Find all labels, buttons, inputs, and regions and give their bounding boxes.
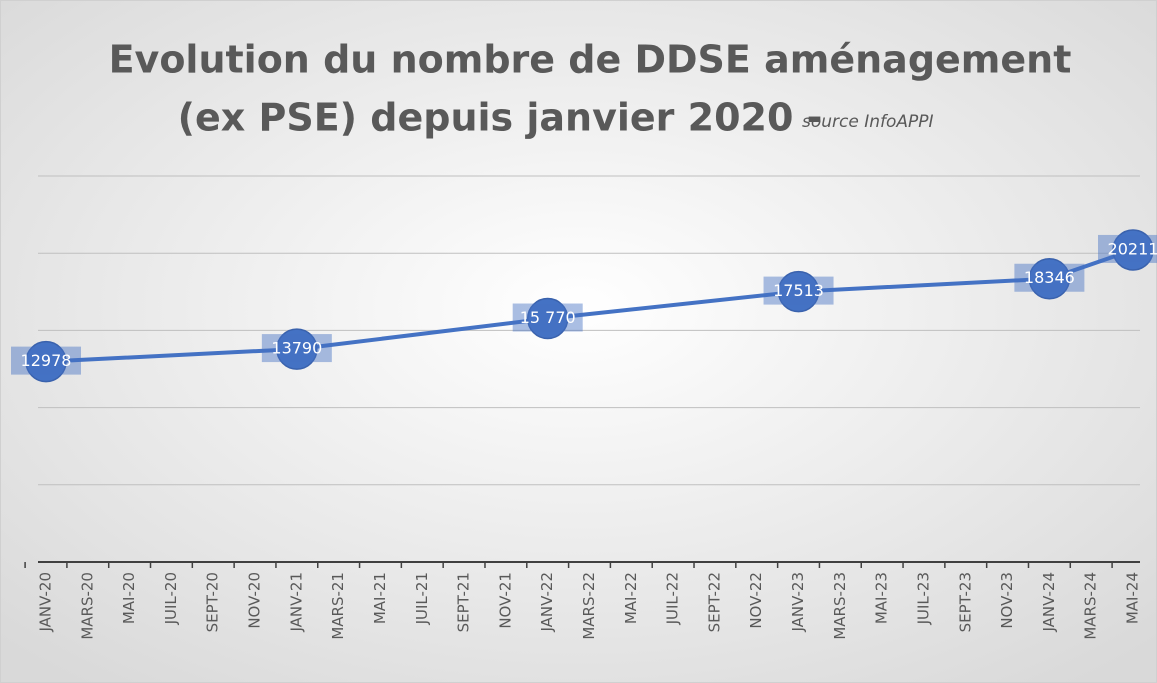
x-tick-label: MAI-22 [622, 572, 640, 624]
marker [1028, 257, 1071, 300]
chart-subtitle: source InfoAPPI [802, 112, 934, 132]
data-label-box [1014, 263, 1085, 292]
x-tick-label: NOV-23 [998, 572, 1016, 629]
data-label: 18346 [1024, 268, 1075, 287]
marker [1112, 229, 1154, 271]
x-tick-label: JUIL-23 [914, 572, 932, 625]
x-tick-label: MAI-24 [1124, 572, 1142, 624]
x-tick-label: JANV-22 [538, 572, 556, 633]
x-tick-label: JANV-20 [37, 572, 55, 633]
marker [526, 297, 569, 340]
x-tick-label: JANV-24 [1040, 572, 1058, 633]
x-tick-label: JANV-23 [789, 572, 807, 633]
marker [25, 340, 67, 383]
data-label: 13790 [271, 339, 322, 358]
data-label-box [512, 303, 583, 332]
x-tick-label: MARS-24 [1082, 572, 1100, 640]
x-tick-label: MAI-21 [371, 572, 389, 624]
data-label-box [763, 276, 834, 305]
x-tick-label: JUIL-22 [664, 572, 682, 625]
data-label: 12978 [21, 351, 72, 370]
data-label: 17513 [773, 281, 824, 300]
x-tick-label: NOV-20 [246, 572, 264, 629]
x-tick-label: MARS-23 [831, 572, 849, 640]
x-tick-label: SEPT-23 [956, 572, 974, 632]
chart-title: (ex PSE) depuis janvier 2020 - [178, 96, 823, 140]
x-tick-label: JUIL-21 [413, 572, 431, 625]
x-tick-label: SEPT-20 [204, 572, 222, 632]
x-tick-label: NOV-22 [747, 572, 765, 629]
x-tick-label: NOV-21 [496, 572, 514, 629]
x-tick-label: SEPT-21 [455, 572, 473, 632]
x-tick-label: MAI-23 [873, 572, 891, 624]
data-label: 20211 [1108, 239, 1157, 258]
data-label-box [261, 334, 332, 363]
data-label: 15 770 [520, 308, 576, 327]
marker [276, 328, 318, 370]
x-tick-label: SEPT-22 [705, 572, 723, 632]
marker [777, 270, 820, 313]
x-tick-label: MARS-21 [329, 572, 347, 640]
x-tick-label: JUIL-20 [162, 572, 180, 625]
x-tick-label: JANV-21 [287, 572, 305, 633]
x-tick-label: MARS-20 [78, 572, 96, 640]
x-tick-label: MARS-22 [580, 572, 598, 640]
x-tick-label: MAI-20 [120, 572, 138, 624]
data-label-box [11, 346, 81, 375]
chart-title: Evolution du nombre de DDSE aménagement [109, 38, 1072, 82]
data-label-box [1098, 234, 1157, 263]
